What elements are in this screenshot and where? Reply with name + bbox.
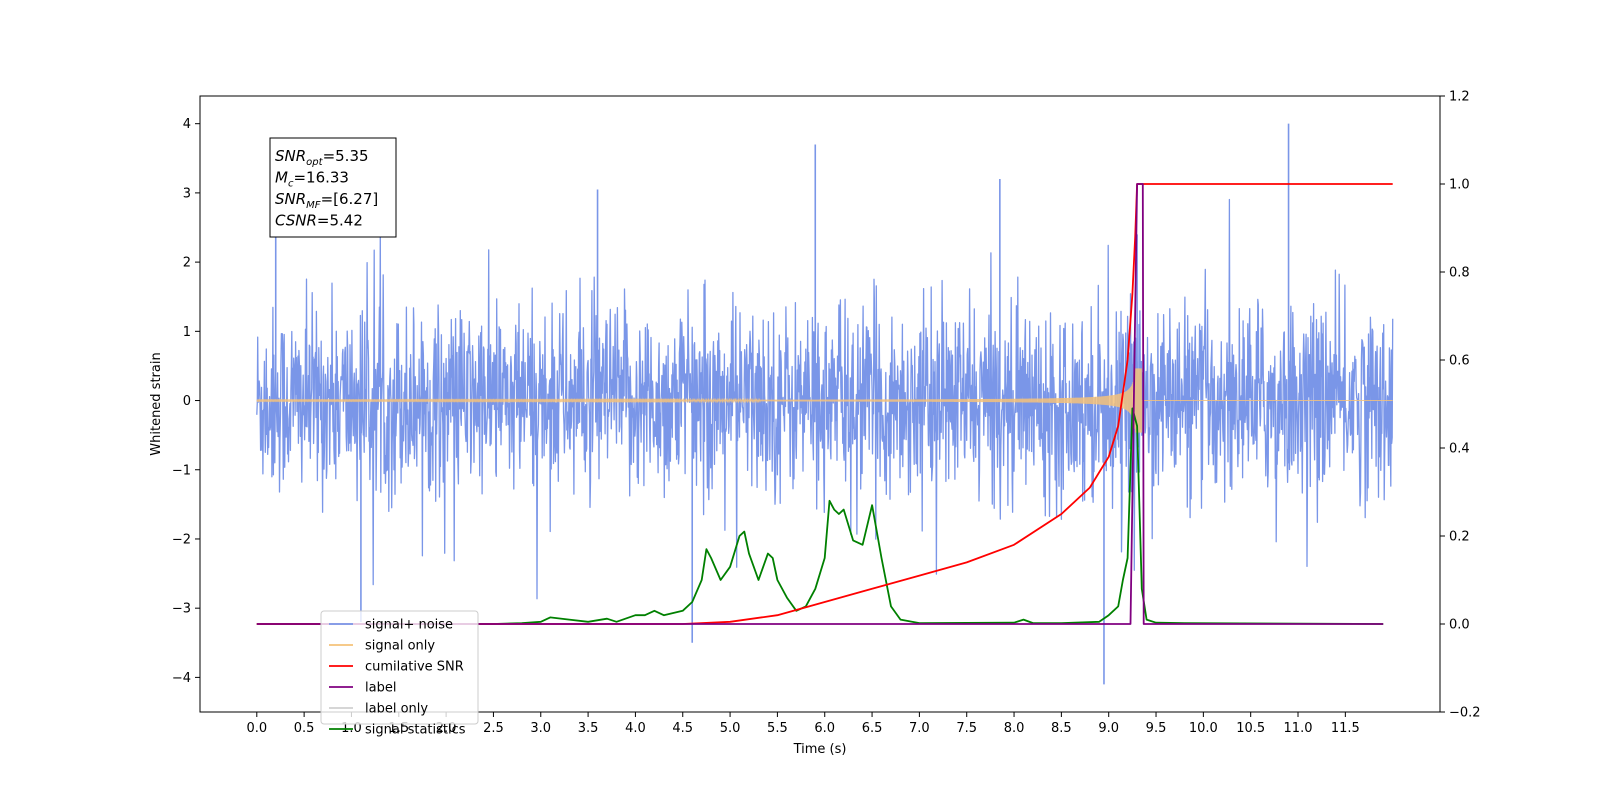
- y-tick-label: 2: [183, 256, 191, 271]
- x-tick-label: 8.0: [1004, 721, 1025, 736]
- y2-tick-label: 1.2: [1449, 90, 1470, 105]
- x-tick-label: 2.0: [436, 721, 457, 736]
- annotation-value: =16.33: [293, 169, 349, 187]
- x-tick-label: 8.5: [1051, 721, 1072, 736]
- y2-tick-label: 0.4: [1449, 442, 1470, 457]
- annotation-line: CSNR=5.42: [275, 212, 363, 230]
- y2-tick-label: 0.6: [1449, 354, 1470, 369]
- series-line-label: [256, 183, 1384, 625]
- y-tick-label: 0: [183, 394, 191, 409]
- axes-frame: [199, 95, 1441, 713]
- x-tick-label: 7.5: [956, 721, 977, 736]
- legend-entry: label: [365, 681, 396, 696]
- y2-tick-label: −0.2: [1449, 706, 1481, 721]
- x-tick-label: 1.5: [388, 721, 409, 736]
- plot-area: [256, 123, 1394, 685]
- x-tick-label: 3.5: [578, 721, 599, 736]
- x-tick-label: 7.0: [909, 721, 930, 736]
- annotation-subscript: c: [288, 179, 294, 190]
- legend-frame: [320, 610, 479, 725]
- y-tick-label: −2: [172, 532, 191, 547]
- x-tick-label: 2.5: [483, 721, 504, 736]
- y-axis-label: Whitened strain: [149, 352, 164, 455]
- x-tick-label: 3.0: [530, 721, 551, 736]
- series-line-signal-noise: [256, 198, 1394, 600]
- x-axis: 0.0 0.5 1.0 1.5 2.0 2.5 3.0 3.5 4.0 4.5 5.0 5.5 6.0 6…: [246, 712, 1360, 736]
- x-tick-label: 10.5: [1236, 721, 1265, 736]
- x-tick-label: 9.0: [1098, 721, 1119, 736]
- y2-tick-label: 0.8: [1449, 266, 1470, 281]
- annotation-symbol: SNR: [275, 190, 306, 208]
- legend-entry: cumilative SNR: [365, 660, 464, 675]
- series-line-cumulative-snr: [256, 183, 1393, 625]
- annotation-line: SNRopt=5.35: [275, 147, 369, 168]
- annotation-symbol: M: [275, 169, 288, 187]
- annotation-subscript: MF: [306, 200, 321, 211]
- x-tick-label: 0.0: [246, 721, 267, 736]
- y-tick-label: −4: [172, 671, 191, 686]
- y-tick-label: 1: [183, 325, 191, 340]
- x-tick-label: 4.5: [672, 721, 693, 736]
- y-tick-label: −3: [172, 602, 191, 617]
- x-tick-label: 4.0: [625, 721, 646, 736]
- y2-tick-label: 1.0: [1449, 178, 1470, 193]
- x-axis-label: Time (s): [793, 742, 847, 757]
- y-tick-label: 4: [183, 117, 191, 132]
- annotation-value: =5.35: [323, 147, 369, 165]
- legend-entry: signal only: [365, 639, 435, 654]
- x-tick-label: 5.0: [720, 721, 741, 736]
- x-tick-label: 6.5: [862, 721, 883, 736]
- annotation-subscript: opt: [306, 157, 323, 168]
- x-tick-label: 5.5: [767, 721, 788, 736]
- annotation-value: =5.42: [317, 212, 363, 230]
- y-axis-left: −4 −3 −2 −1 0 1 2 3 4: [172, 117, 200, 686]
- legend-entry: label only: [365, 702, 428, 717]
- annotation-frame: [269, 137, 397, 238]
- y-tick-label: 3: [183, 186, 191, 201]
- annotation-symbol: SNR: [275, 147, 306, 165]
- series-signal-noise: [256, 123, 1394, 685]
- x-tick-label: 11.0: [1284, 721, 1313, 736]
- annotation-symbol: CSNR: [275, 212, 317, 230]
- y2-tick-label: 0.2: [1449, 530, 1470, 545]
- legend: signal+ noise signal only cumilative SNR la…: [320, 610, 479, 738]
- y-tick-label: −1: [172, 463, 191, 478]
- annotation-value: =[6.27]: [321, 190, 379, 208]
- y-axis-right: −0.2 0.0 0.2 0.4 0.6 0.8 1.0 1.2: [1440, 90, 1481, 721]
- x-tick-label: 0.5: [294, 721, 315, 736]
- annotation-line: SNRMF=[6.27]: [275, 190, 378, 211]
- x-tick-label: 6.0: [814, 721, 835, 736]
- x-tick-label: 10.0: [1189, 721, 1218, 736]
- legend-entry: signal+ noise: [365, 618, 453, 633]
- y2-tick-label: 0.0: [1449, 618, 1470, 633]
- legend-entry: signal statistics: [365, 723, 466, 738]
- x-tick-label: 11.5: [1331, 721, 1360, 736]
- annotation-line: Mc=16.33: [275, 169, 349, 190]
- x-tick-label: 9.5: [1146, 721, 1167, 736]
- series-line-signal-only: [256, 368, 1393, 433]
